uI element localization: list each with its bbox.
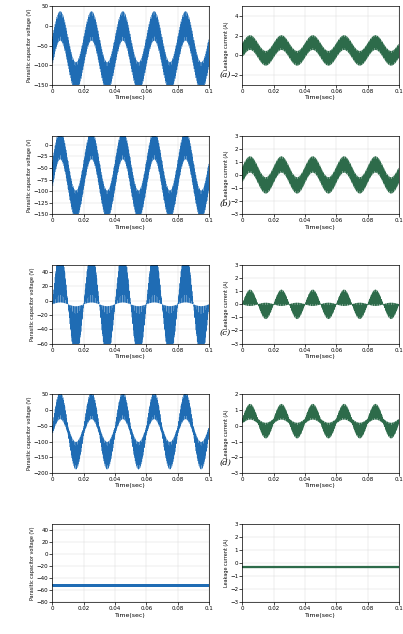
Y-axis label: Parasitic capacitor voltage (V): Parasitic capacitor voltage (V) [27,397,32,470]
X-axis label: Time(sec): Time(sec) [305,484,336,488]
Y-axis label: Leakage current (A): Leakage current (A) [224,22,229,70]
X-axis label: Time(sec): Time(sec) [115,95,146,100]
X-axis label: Time(sec): Time(sec) [305,613,336,618]
Y-axis label: Leakage current (A): Leakage current (A) [224,151,229,199]
X-axis label: Time(sec): Time(sec) [305,354,336,359]
Y-axis label: Parasitic capacitor voltage (V): Parasitic capacitor voltage (V) [30,526,35,600]
Y-axis label: Leakage current (A): Leakage current (A) [224,280,229,328]
Text: (b): (b) [220,200,232,208]
Y-axis label: Leakage current (A): Leakage current (A) [224,539,229,587]
Text: (a): (a) [220,70,231,79]
Text: (c): (c) [220,329,231,337]
X-axis label: Time(sec): Time(sec) [115,354,146,359]
Text: (d): (d) [220,458,232,467]
Y-axis label: Parasitic capacitor voltage (V): Parasitic capacitor voltage (V) [27,138,32,212]
X-axis label: Time(sec): Time(sec) [305,224,336,230]
X-axis label: Time(sec): Time(sec) [115,224,146,230]
X-axis label: Time(sec): Time(sec) [115,613,146,618]
Y-axis label: Leakage current (A): Leakage current (A) [224,410,229,458]
Y-axis label: Parasitic capacitor voltage (V): Parasitic capacitor voltage (V) [30,268,35,341]
X-axis label: Time(sec): Time(sec) [115,484,146,488]
X-axis label: Time(sec): Time(sec) [305,95,336,100]
Y-axis label: Parasitic capacitor voltage (V): Parasitic capacitor voltage (V) [27,9,32,82]
